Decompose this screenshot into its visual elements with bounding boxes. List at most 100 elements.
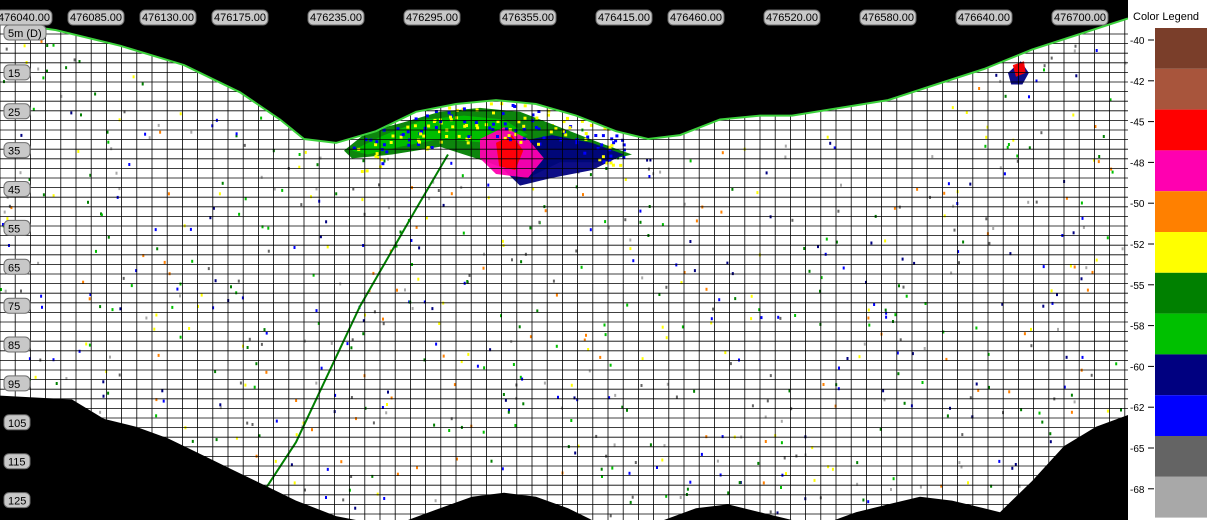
echo-speck xyxy=(427,124,431,128)
echo-speck xyxy=(501,112,505,116)
noise-speck xyxy=(501,467,504,471)
noise-speck xyxy=(588,369,591,373)
noise-speck xyxy=(1035,200,1038,204)
noise-speck xyxy=(624,218,627,222)
noise-speck xyxy=(362,332,365,336)
noise-speck xyxy=(156,247,159,251)
echo-speck xyxy=(451,125,455,129)
x-tick-label: 476355.00 xyxy=(502,12,554,24)
noise-speck xyxy=(661,458,664,462)
noise-speck xyxy=(52,43,55,47)
noise-speck xyxy=(340,460,343,464)
noise-speck xyxy=(780,441,783,445)
noise-speck xyxy=(734,297,737,301)
noise-speck xyxy=(153,327,156,331)
noise-speck xyxy=(724,351,727,355)
y-tick-box xyxy=(3,492,31,509)
noise-speck xyxy=(19,171,22,175)
noise-speck xyxy=(40,294,43,298)
echo-speck xyxy=(575,141,579,145)
noise-speck xyxy=(624,178,627,181)
noise-speck xyxy=(46,44,49,47)
noise-speck xyxy=(354,506,357,510)
x-tick-label: 476175.00 xyxy=(214,12,266,24)
noise-speck xyxy=(1074,44,1077,48)
noise-speck xyxy=(118,187,121,191)
y-tick: 115 xyxy=(3,453,31,470)
noise-speck xyxy=(267,226,270,230)
noise-speck xyxy=(211,124,214,128)
echo-speck xyxy=(419,132,423,136)
noise-speck xyxy=(89,293,92,296)
echo-speck xyxy=(583,151,587,155)
echo-speck xyxy=(589,123,593,127)
y-tick-label: 5m (D) xyxy=(8,28,42,40)
noise-speck xyxy=(200,293,203,297)
noise-speck xyxy=(190,130,193,134)
x-tick: 476700.00 xyxy=(1051,9,1109,26)
noise-speck xyxy=(985,217,988,221)
noise-speck xyxy=(163,260,166,264)
noise-speck xyxy=(396,472,399,476)
noise-speck xyxy=(157,123,160,127)
noise-speck xyxy=(387,390,389,394)
noise-speck xyxy=(167,192,170,196)
noise-speck xyxy=(858,355,861,359)
target-trace xyxy=(243,153,449,520)
noise-speck xyxy=(346,342,349,346)
noise-speck xyxy=(235,134,238,138)
noise-speck xyxy=(395,244,398,248)
noise-speck xyxy=(1041,420,1044,424)
noise-speck xyxy=(122,276,125,280)
noise-speck xyxy=(20,289,22,293)
noise-speck xyxy=(135,269,138,273)
noise-speck xyxy=(376,492,379,496)
noise-speck xyxy=(646,158,649,162)
echo-speck xyxy=(488,126,492,130)
noise-speck xyxy=(434,499,437,503)
noise-speck xyxy=(641,357,644,361)
surface-band xyxy=(0,0,1129,144)
echo-speck xyxy=(598,158,602,162)
echo-speck xyxy=(621,138,625,142)
noise-speck xyxy=(37,261,40,265)
noise-speck xyxy=(109,355,111,359)
noise-speck xyxy=(975,326,978,330)
noise-speck xyxy=(785,472,787,476)
echo-speck xyxy=(374,154,378,158)
echo-speck xyxy=(462,107,466,111)
noise-speck xyxy=(879,427,882,431)
noise-speck xyxy=(811,446,814,450)
noise-speck xyxy=(1030,344,1033,348)
noise-speck xyxy=(188,327,191,330)
legend-value: -40 xyxy=(1130,36,1145,47)
noise-speck xyxy=(501,239,504,243)
noise-speck xyxy=(819,289,821,293)
y-tick-label: 75 xyxy=(8,301,20,313)
echo-speck xyxy=(385,150,389,154)
noise-speck xyxy=(870,241,873,245)
echo-layer xyxy=(1012,61,1026,77)
noise-speck xyxy=(750,294,753,298)
noise-speck xyxy=(1063,385,1066,389)
echo-speck xyxy=(391,134,395,138)
noise-speck xyxy=(315,381,318,385)
echo-speck xyxy=(503,122,507,126)
y-tick: 105 xyxy=(3,414,31,431)
echo-speck xyxy=(542,136,546,140)
noise-speck xyxy=(1003,172,1006,176)
noise-speck xyxy=(110,147,113,151)
echo-speck xyxy=(534,126,538,129)
echo-speck xyxy=(465,124,468,127)
noise-speck xyxy=(1016,159,1019,163)
noise-speck xyxy=(383,497,386,500)
noise-speck xyxy=(275,419,278,423)
noise-speck xyxy=(1035,79,1038,83)
y-tick: 95 xyxy=(3,375,31,392)
noise-speck xyxy=(1007,143,1010,146)
noise-speck xyxy=(246,421,249,425)
echo-speck xyxy=(608,148,612,152)
noise-speck xyxy=(145,316,148,320)
noise-speck xyxy=(235,436,238,440)
